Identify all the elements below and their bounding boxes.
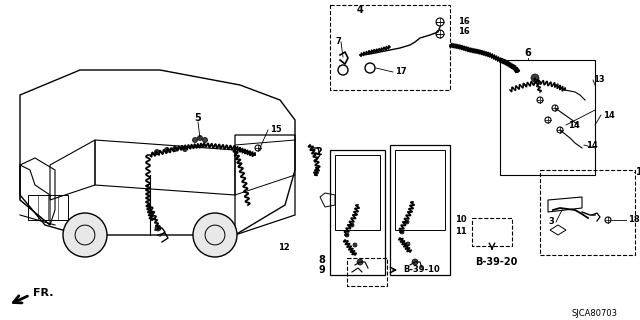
Bar <box>472 218 512 246</box>
Text: 3: 3 <box>548 218 554 227</box>
Circle shape <box>63 213 107 257</box>
Text: 6: 6 <box>525 48 531 58</box>
Circle shape <box>531 74 539 82</box>
Text: 7: 7 <box>336 37 342 46</box>
Circle shape <box>182 147 188 151</box>
Text: 14: 14 <box>603 110 615 119</box>
Bar <box>330 5 450 90</box>
Text: 16: 16 <box>458 18 470 27</box>
Circle shape <box>405 220 409 224</box>
Text: SJCA80703: SJCA80703 <box>572 308 618 317</box>
Circle shape <box>202 138 207 142</box>
Circle shape <box>357 259 363 265</box>
Text: B-39-20: B-39-20 <box>475 257 517 267</box>
Circle shape <box>193 138 198 142</box>
Circle shape <box>412 259 418 265</box>
Text: B-39-10: B-39-10 <box>403 266 440 275</box>
Circle shape <box>173 147 177 151</box>
Circle shape <box>406 242 410 246</box>
Bar <box>28 195 68 220</box>
Text: 18: 18 <box>628 215 639 225</box>
Text: FR.: FR. <box>33 288 54 298</box>
Text: 8: 8 <box>318 255 325 265</box>
Text: 10: 10 <box>455 215 467 225</box>
Text: 14: 14 <box>568 121 580 130</box>
Text: 11: 11 <box>455 228 467 236</box>
Circle shape <box>193 213 237 257</box>
Text: 12: 12 <box>278 244 290 252</box>
Text: 4: 4 <box>356 5 364 15</box>
Bar <box>500 60 595 175</box>
Circle shape <box>353 243 357 247</box>
Text: 17: 17 <box>395 68 406 76</box>
Circle shape <box>350 223 354 227</box>
Bar <box>347 258 387 286</box>
Bar <box>540 170 635 255</box>
Text: 16: 16 <box>458 28 470 36</box>
Circle shape <box>400 230 404 234</box>
Circle shape <box>154 149 159 155</box>
Circle shape <box>198 135 202 140</box>
Circle shape <box>164 148 170 153</box>
Circle shape <box>345 233 349 237</box>
Text: 15: 15 <box>270 125 282 134</box>
Text: 9: 9 <box>318 265 325 275</box>
Text: 5: 5 <box>195 113 202 123</box>
Text: 13: 13 <box>593 76 605 84</box>
Text: 14: 14 <box>586 140 598 149</box>
Circle shape <box>155 225 161 231</box>
Text: 1: 1 <box>636 167 640 177</box>
Text: 2: 2 <box>316 147 322 157</box>
